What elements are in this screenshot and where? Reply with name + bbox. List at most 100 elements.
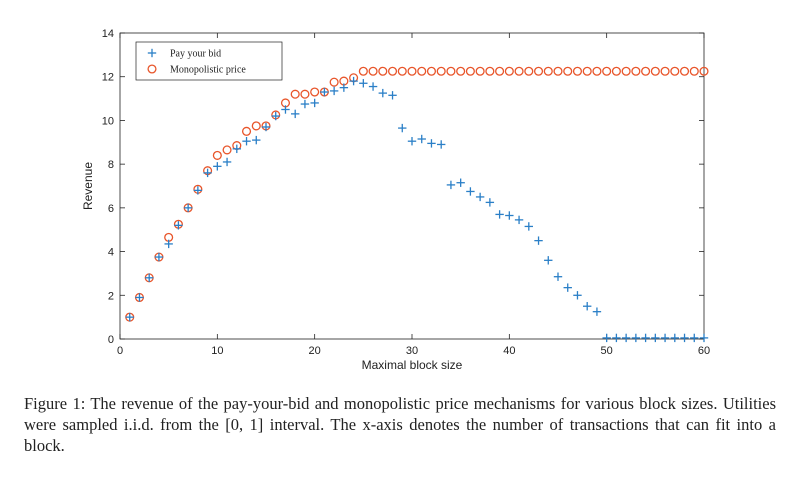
y-tick-label: 14 <box>102 28 114 40</box>
monopolistic-price-point <box>679 66 690 76</box>
pay-your-bid-point <box>592 307 602 316</box>
monopolistic-price-point <box>241 126 252 136</box>
pay-your-bid-point <box>329 86 339 96</box>
pay-your-bid-point <box>660 333 670 343</box>
pay-your-bid-point <box>583 302 592 311</box>
monopolistic-price-point <box>533 66 544 76</box>
monopolistic-price-point <box>426 66 437 76</box>
monopolistic-price-point <box>397 66 407 76</box>
series-monopolistic-price <box>125 66 709 322</box>
x-axis-label: Maximal block size <box>362 358 463 372</box>
pay-your-bid-point <box>670 333 679 343</box>
x-tick-label: 40 <box>503 345 515 357</box>
monopolistic-price-point <box>475 66 485 76</box>
x-tick-label: 10 <box>211 345 223 357</box>
pay-your-bid-point <box>320 87 329 97</box>
series-pay-your-bid <box>125 76 709 343</box>
monopolistic-price-point <box>602 66 612 76</box>
pay-your-bid-point <box>495 210 504 219</box>
pay-your-bid-point <box>145 273 154 282</box>
monopolistic-price-point <box>290 89 300 99</box>
pay-your-bid-point <box>222 157 232 167</box>
x-tick-label: 30 <box>406 345 418 357</box>
pay-your-bid-point <box>281 105 290 114</box>
pay-your-bid-point <box>563 283 572 292</box>
monopolistic-price-point <box>514 66 524 76</box>
pay-your-bid-point <box>602 333 611 343</box>
monopolistic-price-point <box>485 66 495 76</box>
monopolistic-price-point <box>611 66 621 76</box>
legend-label: Pay your bid <box>170 49 221 60</box>
legend-label: Monopolistic price <box>170 65 246 76</box>
pay-your-bid-point <box>699 333 709 343</box>
pay-your-bid-point <box>203 168 212 178</box>
monopolistic-price-point <box>300 89 310 99</box>
y-tick-label: 2 <box>108 290 114 302</box>
y-axis-label: Revenue <box>81 162 95 210</box>
pay-your-bid-point <box>456 178 465 187</box>
legend-marker <box>147 48 157 58</box>
y-tick-label: 12 <box>102 72 114 84</box>
pay-your-bid-point <box>475 192 485 202</box>
legend: Pay your bid Monopolistic price <box>135 41 283 81</box>
pay-your-bid-point <box>466 187 475 196</box>
figure-caption: Figure 1: The revenue of the pay-your-bi… <box>24 394 776 455</box>
pay-your-bid-point <box>641 333 650 343</box>
pay-your-bid-point <box>359 79 368 88</box>
pay-your-bid-point <box>339 83 349 92</box>
monopolistic-price-point <box>251 121 261 131</box>
monopolistic-price-point <box>310 87 320 97</box>
monopolistic-price-point <box>572 66 583 76</box>
x-tick-label: 0 <box>117 345 123 357</box>
monopolistic-price-point <box>689 66 699 76</box>
series-layer <box>125 66 709 343</box>
monopolistic-price-point <box>212 150 222 160</box>
monopolistic-price-point <box>495 66 505 76</box>
pay-your-bid-point <box>388 91 397 100</box>
pay-your-bid-point <box>427 139 436 148</box>
legend-marker <box>147 64 157 74</box>
monopolistic-price-point <box>417 66 427 76</box>
monopolistic-price-point <box>436 66 446 76</box>
monopolistic-price-point <box>387 66 398 76</box>
monopolistic-price-point <box>650 66 660 76</box>
x-tick-label: 20 <box>309 345 321 357</box>
pay-your-bid-point <box>183 203 193 213</box>
pay-your-bid-point <box>437 140 446 149</box>
y-tick-label: 4 <box>108 247 114 259</box>
pay-your-bid-point <box>690 333 699 343</box>
monopolistic-price-point <box>504 66 514 76</box>
pay-your-bid-point <box>349 76 358 86</box>
pay-your-bid-point <box>485 198 495 207</box>
pay-your-bid-point <box>242 136 251 146</box>
pay-your-bid-point <box>252 135 261 145</box>
pay-your-bid-point <box>154 252 164 262</box>
pay-your-bid-point <box>407 136 417 146</box>
monopolistic-price-point <box>592 66 602 76</box>
pay-your-bid-point <box>164 239 173 249</box>
pay-your-bid-point <box>125 312 134 322</box>
monopolistic-price-point <box>670 66 680 76</box>
monopolistic-price-point <box>446 66 456 76</box>
monopolistic-price-point <box>660 66 670 76</box>
pay-your-bid-point <box>573 291 582 300</box>
monopolistic-price-point <box>699 66 709 76</box>
pay-your-bid-point <box>553 272 563 281</box>
monopolistic-price-point <box>329 77 339 87</box>
pay-your-bid-point <box>291 109 300 119</box>
y-tick-label: 10 <box>102 115 114 127</box>
y-tick-label: 0 <box>108 334 114 346</box>
monopolistic-price-point <box>582 66 592 76</box>
monopolistic-price-point <box>456 66 466 76</box>
monopolistic-price-point <box>378 66 388 76</box>
monopolistic-price-point <box>368 66 378 76</box>
x-tick-label: 50 <box>601 345 613 357</box>
pay-your-bid-point <box>514 215 524 225</box>
pay-your-bid-point <box>524 222 533 231</box>
monopolistic-price-point <box>621 66 631 76</box>
monopolistic-price-point <box>563 66 573 76</box>
y-tick-label: 8 <box>108 159 114 171</box>
pay-your-bid-point <box>534 236 543 245</box>
pay-your-bid-point <box>135 293 144 302</box>
